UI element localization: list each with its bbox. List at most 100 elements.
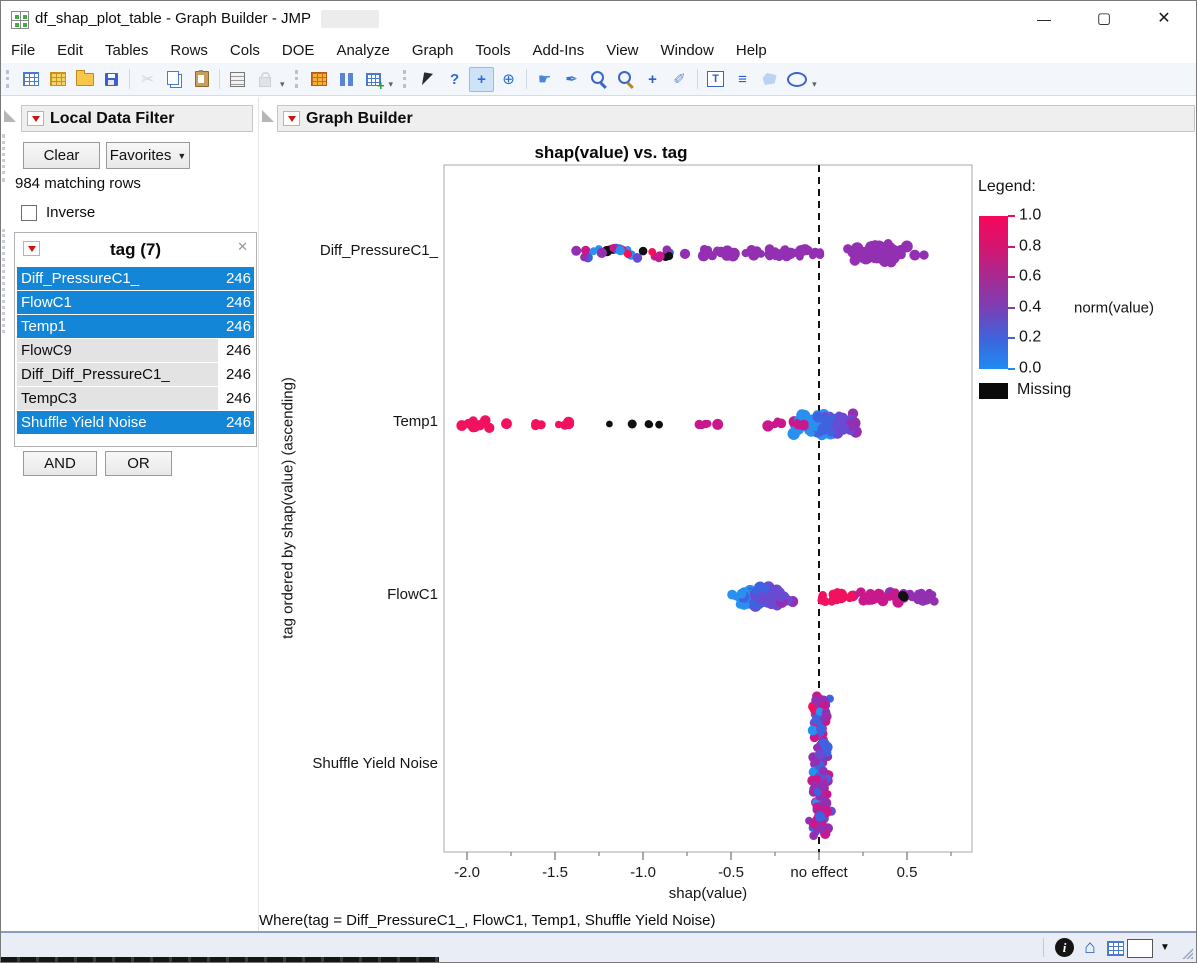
menu-graph[interactable]: Graph: [411, 41, 454, 59]
data-point[interactable]: [919, 250, 929, 260]
data-point[interactable]: [909, 249, 921, 261]
crosshair-tool-icon[interactable]: ⊕: [502, 71, 515, 88]
data-point[interactable]: [751, 586, 761, 596]
arrow-tool-icon[interactable]: [415, 67, 440, 92]
data-point[interactable]: [648, 248, 657, 256]
menu-cols[interactable]: Cols: [229, 41, 260, 59]
menu-add-ins[interactable]: Add-Ins: [532, 41, 585, 59]
close-icon[interactable]: ✕: [237, 239, 248, 254]
filter-row-flowc1[interactable]: FlowC1 246: [17, 291, 254, 314]
data-point[interactable]: [827, 597, 836, 606]
graph-panel-header[interactable]: Graph Builder: [277, 105, 1195, 132]
data-point[interactable]: [821, 708, 831, 718]
data-point[interactable]: [878, 244, 888, 254]
menu-help[interactable]: Help: [735, 41, 767, 59]
data-point[interactable]: [632, 253, 643, 263]
data-point[interactable]: [736, 588, 747, 599]
or-button[interactable]: OR: [105, 451, 172, 476]
menu-file[interactable]: File: [11, 41, 36, 59]
data-table-icon[interactable]: [1107, 941, 1124, 956]
data-point[interactable]: [775, 252, 784, 262]
menu-tools[interactable]: Tools: [475, 41, 511, 59]
data-point[interactable]: [817, 824, 827, 834]
data-point[interactable]: [703, 419, 712, 428]
data-point[interactable]: [809, 251, 817, 260]
toolbar-drag-handle[interactable]: [403, 70, 409, 88]
red-triangle-menu-icon[interactable]: [23, 241, 40, 256]
data-point[interactable]: [581, 245, 591, 256]
data-point[interactable]: [807, 725, 818, 736]
window-selector-box[interactable]: [1127, 939, 1153, 958]
data-table-icon[interactable]: [307, 67, 332, 92]
toolbar-overflow-icon[interactable]: ▾: [388, 79, 394, 89]
lasso-tool-icon[interactable]: [586, 67, 611, 92]
inverse-checkbox[interactable]: [21, 204, 37, 221]
toolbar-drag-handle[interactable]: [6, 70, 12, 88]
data-point[interactable]: [654, 251, 665, 262]
data-point[interactable]: [837, 412, 848, 424]
data-point[interactable]: [835, 592, 847, 604]
data-point[interactable]: [776, 591, 787, 602]
data-point[interactable]: [896, 244, 905, 254]
minimize-button[interactable]: —: [1037, 11, 1051, 27]
data-point[interactable]: [606, 420, 613, 428]
maximize-button[interactable]: ▢: [1096, 10, 1112, 27]
data-point[interactable]: [826, 428, 836, 437]
data-point[interactable]: [862, 595, 872, 605]
data-point[interactable]: [816, 723, 827, 735]
splitter-handle[interactable]: [2, 229, 8, 333]
data-point[interactable]: [615, 245, 625, 256]
data-point[interactable]: [596, 247, 607, 258]
data-point[interactable]: [813, 743, 821, 752]
menu-tables[interactable]: Tables: [105, 41, 149, 59]
data-point[interactable]: [536, 420, 546, 430]
line-annotation-icon[interactable]: ≡: [738, 70, 747, 88]
data-point[interactable]: [763, 421, 773, 431]
data-point[interactable]: [790, 249, 798, 258]
data-point[interactable]: [501, 418, 512, 430]
polygon-annotation-icon[interactable]: [757, 67, 782, 92]
data-point[interactable]: [859, 250, 870, 261]
data-point[interactable]: [773, 417, 782, 426]
preferences-icon[interactable]: [225, 67, 250, 92]
toolbar-drag-handle[interactable]: [294, 70, 301, 88]
menu-window[interactable]: Window: [660, 41, 714, 59]
toolbar-overflow-icon[interactable]: ▾: [280, 79, 285, 89]
paste-icon[interactable]: [189, 67, 214, 92]
filter-row-diff-diff-pressurec1[interactable]: Diff_Diff_PressureC1_ 246: [17, 363, 254, 386]
hand-tool-icon[interactable]: ☛: [537, 71, 552, 88]
close-button[interactable]: ✕: [1157, 10, 1171, 27]
data-point[interactable]: [812, 774, 822, 783]
data-point[interactable]: [644, 420, 653, 429]
data-point[interactable]: [694, 419, 704, 430]
data-point[interactable]: [768, 247, 777, 257]
data-point[interactable]: [819, 414, 829, 424]
data-point[interactable]: [817, 780, 828, 791]
oval-annotation-icon[interactable]: [784, 67, 809, 92]
collapse-triangle-icon[interactable]: [4, 110, 16, 122]
brush-tool-icon[interactable]: ✒: [565, 71, 578, 88]
move-tool-icon[interactable]: +: [469, 66, 495, 92]
data-point[interactable]: [665, 251, 674, 261]
save-icon[interactable]: [99, 67, 124, 92]
data-point[interactable]: [712, 418, 724, 430]
data-point[interactable]: [851, 242, 864, 255]
data-point[interactable]: [814, 749, 825, 760]
resize-grip-icon[interactable]: [1181, 947, 1193, 959]
filter-row-temp1[interactable]: Temp1 246: [17, 315, 254, 338]
copy-icon[interactable]: [162, 67, 187, 92]
red-triangle-menu-icon[interactable]: [283, 111, 300, 126]
cut-icon[interactable]: ✂: [141, 71, 154, 88]
data-point[interactable]: [752, 248, 762, 257]
magnifier-tool-icon[interactable]: [613, 67, 638, 92]
data-point[interactable]: [761, 584, 770, 594]
text-annotation-icon[interactable]: T: [703, 67, 728, 92]
data-point[interactable]: [809, 820, 818, 829]
new-journal-icon[interactable]: [45, 67, 70, 92]
splitter-handle[interactable]: [2, 134, 8, 182]
info-icon[interactable]: i: [1055, 938, 1074, 957]
menu-rows[interactable]: Rows: [170, 41, 208, 59]
data-point[interactable]: [843, 244, 853, 254]
data-point[interactable]: [699, 244, 709, 254]
data-point[interactable]: [881, 592, 889, 601]
